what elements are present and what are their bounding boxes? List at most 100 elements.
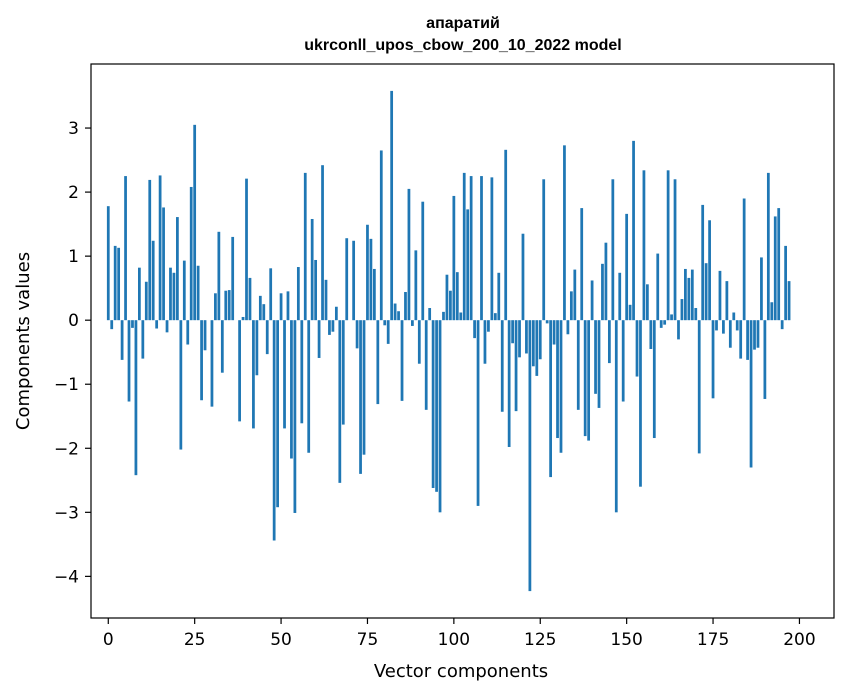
bar <box>559 320 563 453</box>
bar <box>473 320 476 339</box>
bar <box>497 272 501 321</box>
bar <box>753 320 756 350</box>
bar <box>310 218 314 321</box>
bar <box>777 208 781 321</box>
bar <box>445 274 449 321</box>
bar <box>431 320 435 488</box>
bar <box>687 277 691 321</box>
bar <box>220 320 224 373</box>
bar <box>449 290 452 321</box>
bar <box>787 281 791 321</box>
bar <box>262 304 266 321</box>
bar <box>127 320 131 402</box>
bar <box>186 320 190 345</box>
bar <box>383 320 387 326</box>
bar <box>597 320 601 408</box>
bar <box>677 320 680 340</box>
bar <box>514 320 518 412</box>
bar <box>701 204 705 321</box>
bar <box>535 320 539 376</box>
chart-title: апаратий <box>426 15 500 32</box>
bar <box>424 320 428 410</box>
bar <box>770 302 774 321</box>
x-axis-ticks: 0 25 50 75 100 125 150 175 200 <box>103 618 816 650</box>
bar <box>300 320 304 424</box>
bar <box>756 320 760 348</box>
bar <box>141 320 145 359</box>
bar <box>507 320 511 447</box>
bar <box>511 320 514 344</box>
x-tick-label: 150 <box>610 630 642 650</box>
bar <box>407 188 411 321</box>
bar <box>355 320 359 349</box>
bar <box>331 320 335 332</box>
bar <box>158 175 162 321</box>
bar <box>203 320 207 351</box>
y-tick-label: 0 <box>68 311 79 331</box>
bar <box>635 320 639 377</box>
y-tick-label: −1 <box>54 375 79 395</box>
y-axis-label: Components values <box>13 252 34 430</box>
bar <box>528 320 532 592</box>
bar <box>684 268 687 321</box>
bar <box>265 320 269 355</box>
bar <box>476 320 480 506</box>
bar <box>538 320 542 360</box>
bar <box>428 308 432 321</box>
bar <box>580 208 584 321</box>
bar <box>760 257 763 321</box>
bar <box>345 238 349 321</box>
y-tick-label: 2 <box>68 183 79 203</box>
bar <box>290 320 293 459</box>
bar <box>618 272 622 321</box>
bar <box>372 268 376 321</box>
bar <box>227 290 231 321</box>
bar <box>314 259 318 321</box>
bar <box>296 267 300 321</box>
bar <box>438 320 442 513</box>
bar <box>241 316 245 321</box>
y-tick-label: −4 <box>54 567 79 587</box>
bar <box>659 320 663 328</box>
bar <box>773 216 777 321</box>
bar <box>632 140 635 321</box>
bar <box>690 269 694 321</box>
bar <box>563 145 566 321</box>
bar <box>480 176 483 321</box>
bar <box>642 170 646 321</box>
bar <box>435 320 438 492</box>
bar <box>452 195 456 321</box>
y-tick-label: −2 <box>54 439 79 459</box>
bar <box>500 320 504 412</box>
bar <box>742 198 746 321</box>
bar <box>614 320 618 513</box>
bar <box>359 320 362 474</box>
bar <box>607 320 611 364</box>
bar <box>715 320 718 331</box>
bar <box>151 240 155 321</box>
bar <box>386 320 390 344</box>
bar <box>210 320 214 407</box>
bar <box>739 320 743 359</box>
bar <box>245 178 248 321</box>
y-tick-label: 3 <box>68 119 79 139</box>
bar <box>639 320 642 487</box>
x-tick-label: 75 <box>357 630 379 650</box>
bar <box>169 267 172 321</box>
bar <box>652 320 656 439</box>
bar <box>583 320 587 437</box>
bar <box>179 320 183 450</box>
x-tick-label: 200 <box>783 630 815 650</box>
bar <box>628 304 632 321</box>
bar <box>728 320 732 348</box>
bar <box>766 172 770 321</box>
bar <box>784 245 787 321</box>
bar <box>594 320 597 394</box>
bar <box>258 295 262 321</box>
bar <box>621 320 625 402</box>
x-tick-label: 100 <box>438 630 470 650</box>
bar <box>189 186 193 321</box>
bar <box>134 320 138 476</box>
bar <box>722 320 725 334</box>
bar <box>694 308 698 321</box>
